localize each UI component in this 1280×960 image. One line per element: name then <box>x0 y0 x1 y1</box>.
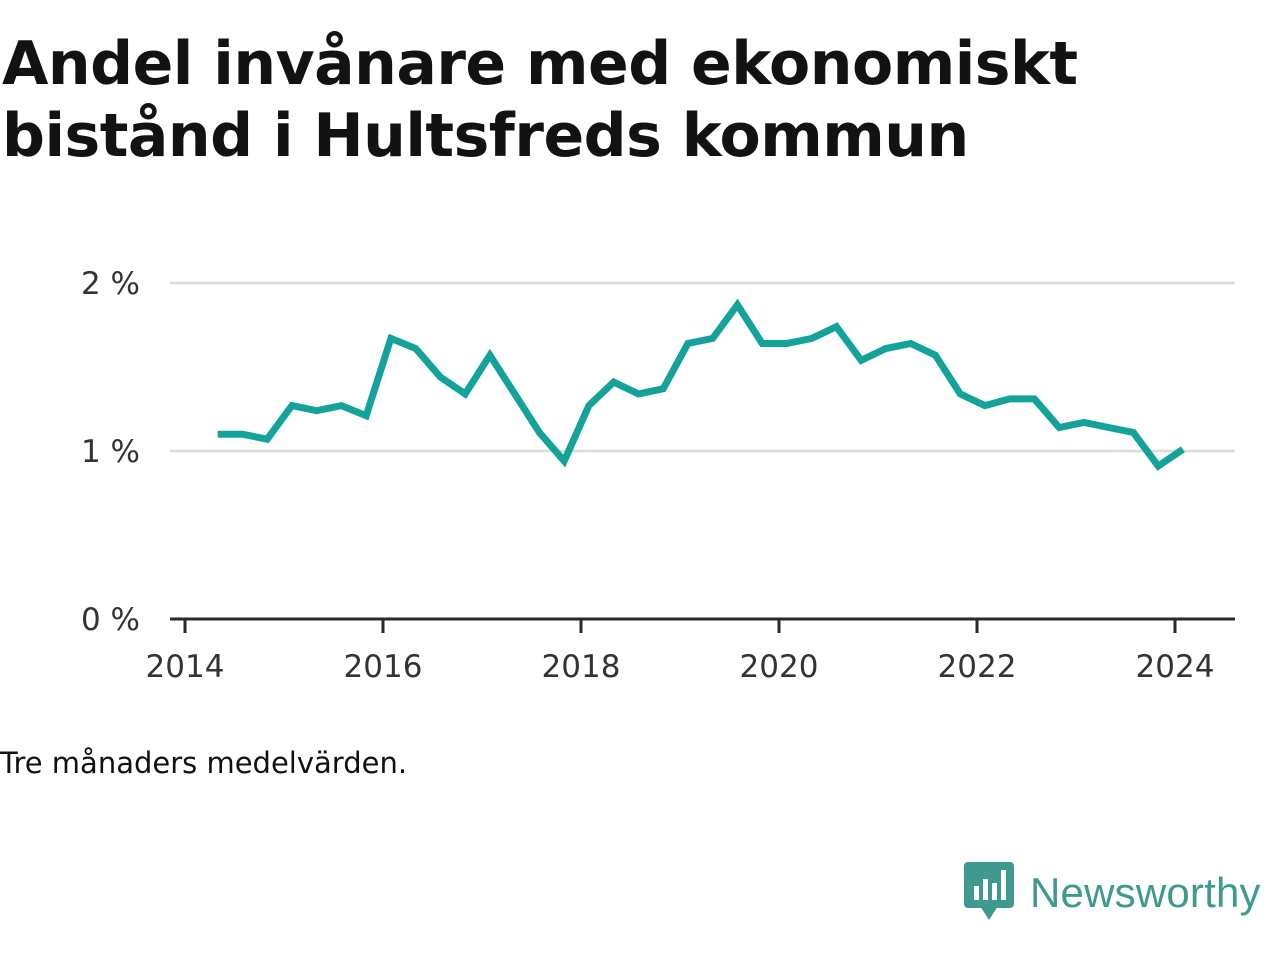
brand-name: Newsworthy <box>1030 869 1261 916</box>
y-tick-label: 2 % <box>81 266 140 302</box>
chart-note: Tre månaders medelvärden. <box>0 746 408 780</box>
brand-logo: Newsworthy <box>964 862 1261 924</box>
y-axis-labels: 0 % 1 % 2 % <box>81 266 140 638</box>
x-tick-label: 2020 <box>740 649 819 685</box>
y-tick-label: 0 % <box>81 602 140 638</box>
x-tick-label: 2018 <box>542 649 621 685</box>
x-axis <box>170 617 1235 633</box>
gridlines <box>170 281 1235 453</box>
x-tick-label: 2024 <box>1136 649 1215 685</box>
line-chart: 0 % 1 % 2 % 2014 2016 2018 2020 2022 2024 <box>81 266 1235 685</box>
x-tick-label: 2014 <box>146 649 225 685</box>
newsworthy-logo-icon <box>964 862 1014 920</box>
series-line <box>217 298 1185 471</box>
series-layer <box>217 298 1185 471</box>
x-tick-label: 2016 <box>344 649 423 685</box>
x-tick-label: 2022 <box>938 649 1017 685</box>
y-tick-label: 1 % <box>81 434 140 470</box>
chart-title: Andel invånare med ekonomiskt bistånd i … <box>2 29 1078 171</box>
x-axis-labels: 2014 2016 2018 2020 2022 2024 <box>146 649 1215 685</box>
